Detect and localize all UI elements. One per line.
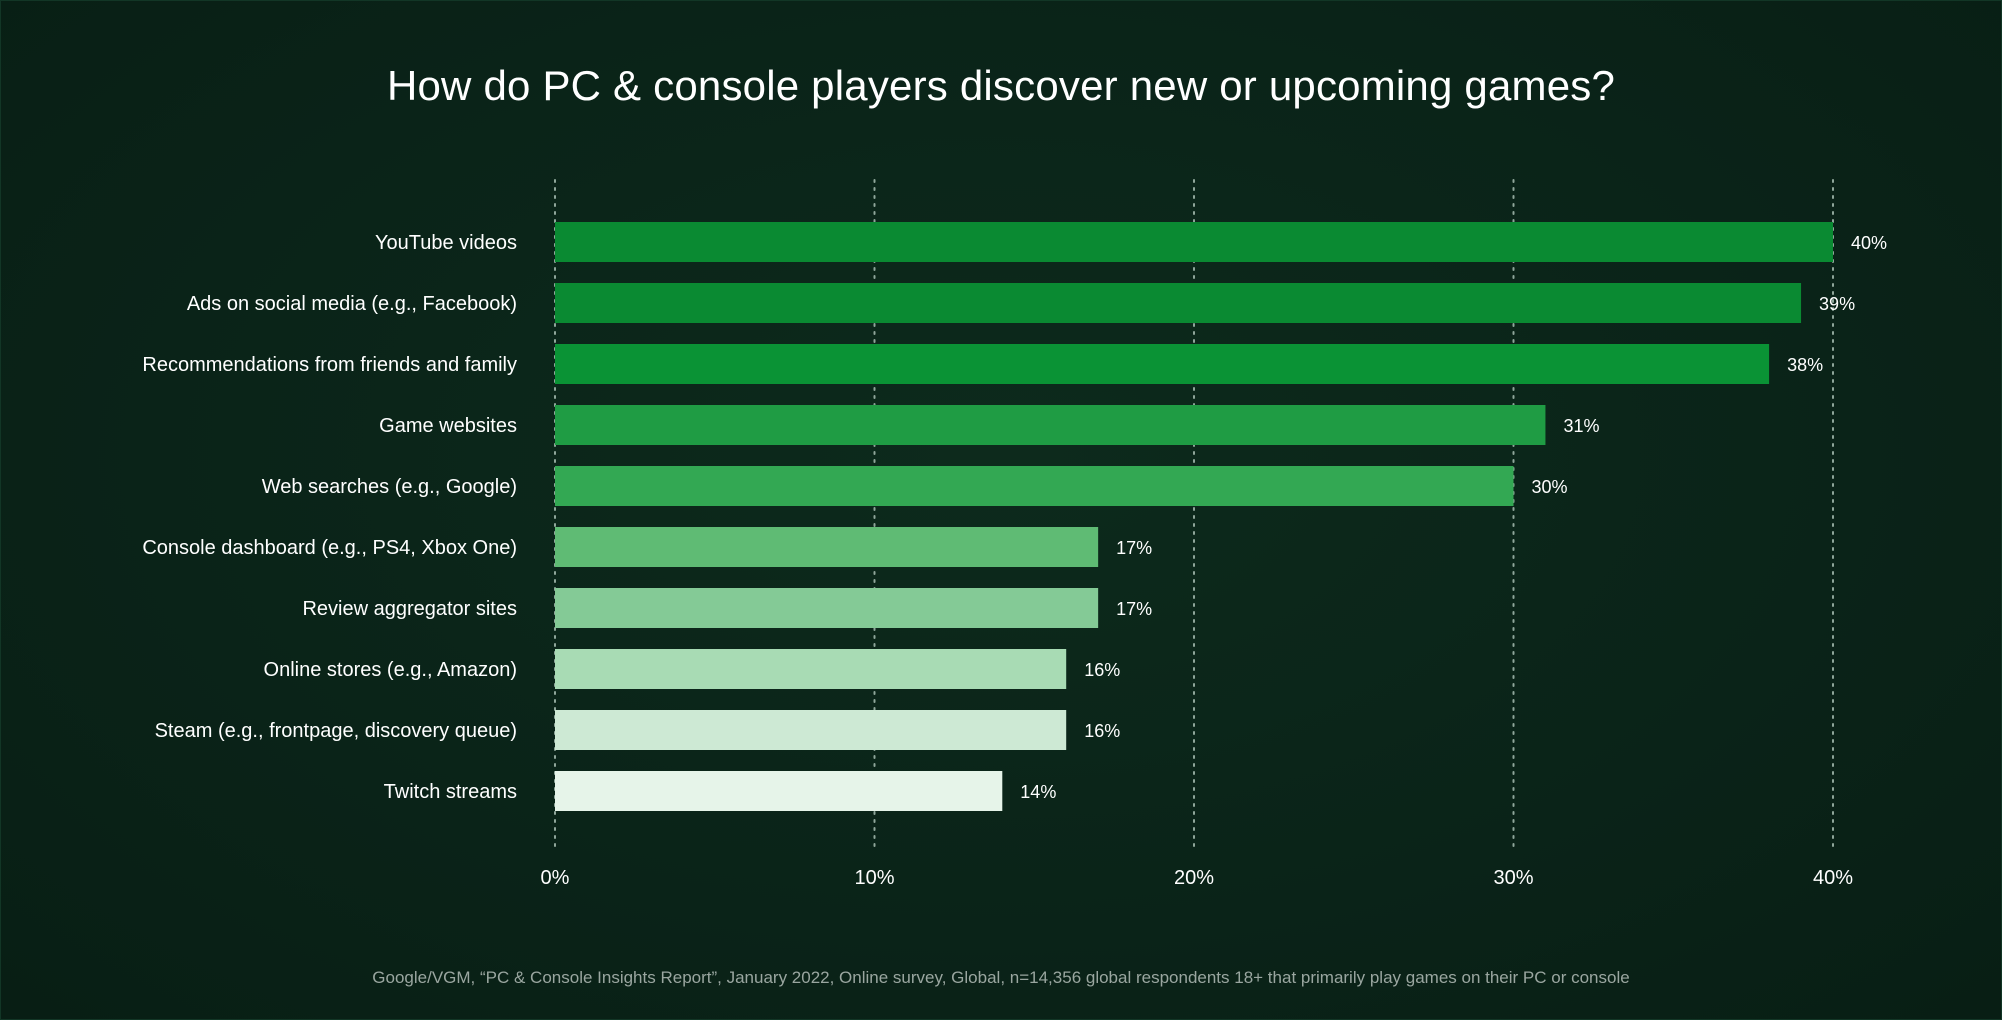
value-label: 40% <box>1851 233 1887 253</box>
value-label: 16% <box>1084 721 1120 741</box>
value-labels: 40% 39% 38% 31% 30% 17% 17% 16% 16% 14% <box>1020 233 1887 802</box>
chart-title: How do PC & console players discover new… <box>386 62 1616 109</box>
bar <box>555 344 1770 384</box>
bar <box>555 527 1099 567</box>
category-label: Review aggregator sites <box>302 598 517 620</box>
value-label: 16% <box>1084 660 1120 680</box>
bar <box>555 405 1546 445</box>
source-note: Google/VGM, “PC & Console Insights Repor… <box>372 968 1630 987</box>
category-label: Web searches (e.g., Google) <box>262 476 517 498</box>
grid-lines <box>554 179 1834 853</box>
bar <box>555 588 1099 628</box>
x-tick-label: 20% <box>1174 867 1214 889</box>
bars <box>555 222 1833 811</box>
x-tick-label: 0% <box>541 867 570 889</box>
category-label: Online stores (e.g., Amazon) <box>264 659 517 681</box>
x-tick-label: 40% <box>1813 867 1853 889</box>
category-label: Recommendations from friends and family <box>142 354 517 376</box>
category-label: Console dashboard (e.g., PS4, Xbox One) <box>142 537 517 559</box>
value-label: 17% <box>1116 538 1152 558</box>
value-label: 39% <box>1819 294 1855 314</box>
bar <box>555 283 1802 323</box>
bar <box>555 466 1514 506</box>
category-label: YouTube videos <box>375 232 517 254</box>
value-label: 31% <box>1563 416 1599 436</box>
bar <box>555 710 1067 750</box>
bar <box>555 649 1067 689</box>
value-label: 17% <box>1116 599 1152 619</box>
category-labels: YouTube videos Ads on social media (e.g.,… <box>142 232 517 803</box>
category-label: Twitch streams <box>384 781 517 803</box>
category-label: Steam (e.g., frontpage, discovery queue) <box>155 720 517 742</box>
x-tick-label: 30% <box>1493 867 1533 889</box>
category-label: Ads on social media (e.g., Facebook) <box>187 293 517 315</box>
category-label: Game websites <box>379 415 517 437</box>
value-label: 14% <box>1020 782 1056 802</box>
value-label: 30% <box>1532 477 1568 497</box>
bar <box>555 771 1003 811</box>
x-tick-label: 10% <box>854 867 894 889</box>
bar <box>555 222 1833 262</box>
value-label: 38% <box>1787 355 1823 375</box>
x-axis-ticks: 0% 10% 20% 30% 40% <box>541 867 1854 889</box>
